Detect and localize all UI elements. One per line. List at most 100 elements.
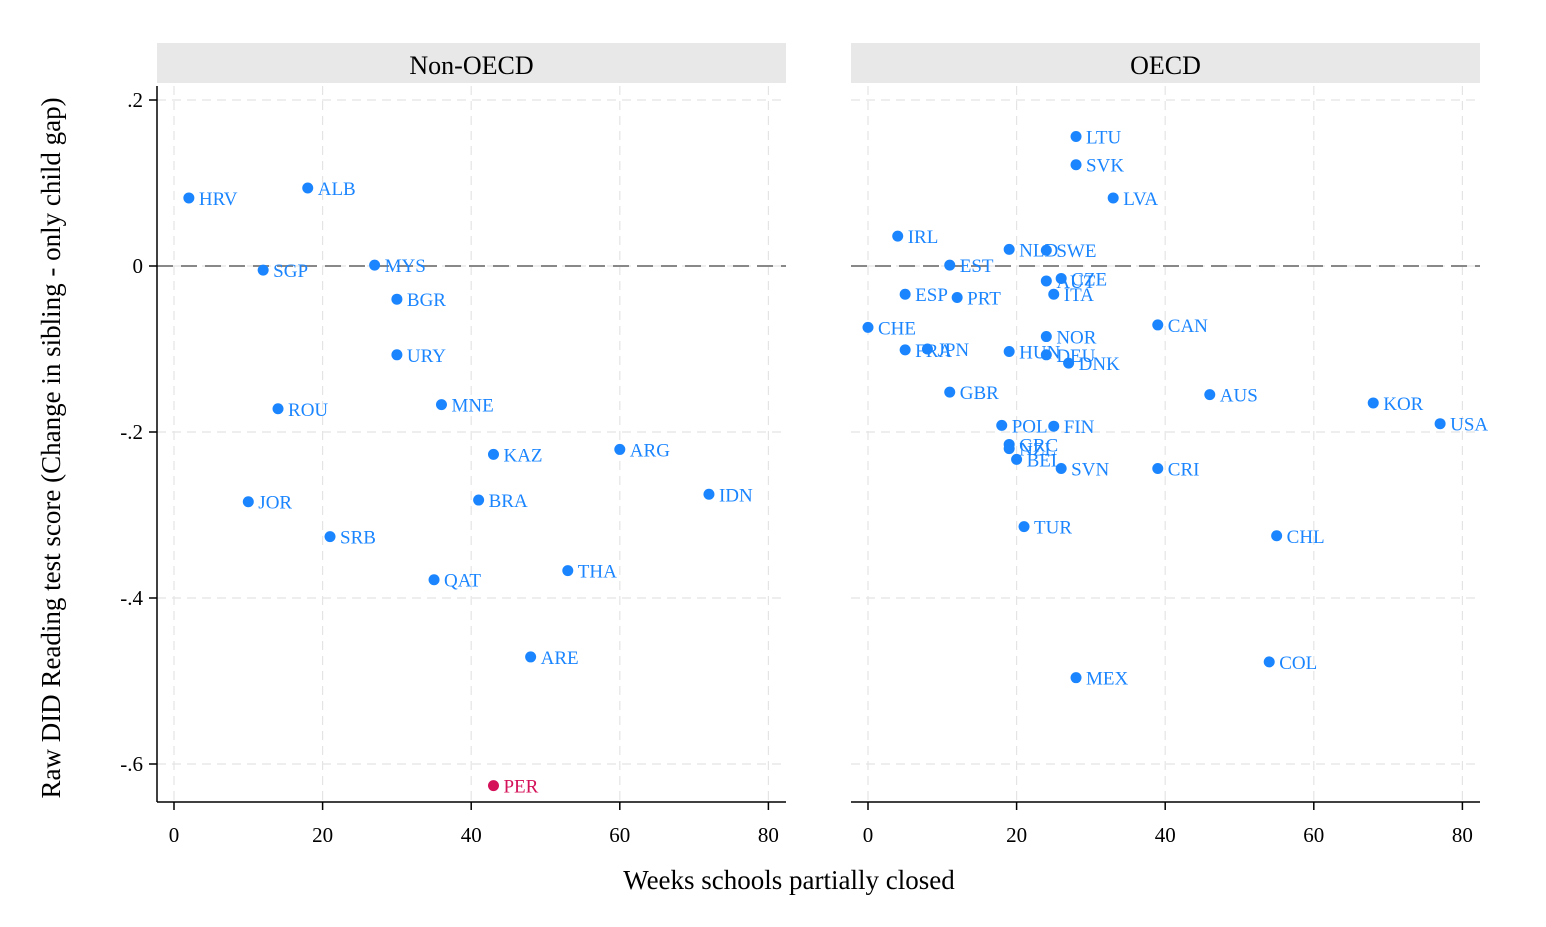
x-tick-label: 80 — [758, 823, 779, 847]
point-label-esp: ESP — [915, 285, 948, 306]
point-label-chl: CHL — [1287, 527, 1325, 548]
data-point-bel — [1011, 453, 1023, 465]
data-point-mys — [369, 259, 381, 271]
point-label-bel: BEL — [1027, 450, 1063, 471]
x-tick-label: 0 — [169, 823, 180, 847]
data-point-mne — [435, 399, 447, 411]
point-label-hrv: HRV — [199, 189, 238, 210]
data-point-deu — [1040, 349, 1052, 361]
strip-title: Non-OECD — [409, 51, 533, 80]
point-label-lva: LVA — [1123, 189, 1158, 210]
point-label-prt: PRT — [967, 289, 1001, 310]
data-point-fra — [899, 344, 911, 356]
data-point-ltu — [1070, 131, 1082, 143]
data-point-jpn — [921, 343, 933, 355]
data-point-alb — [302, 182, 314, 194]
data-point-ita — [1048, 288, 1060, 300]
point-label-arg: ARG — [630, 440, 670, 461]
data-point-kaz — [487, 448, 499, 460]
x-tick-label: 80 — [1452, 823, 1473, 847]
point-label-idn: IDN — [719, 485, 753, 506]
point-label-mne: MNE — [451, 396, 493, 417]
point-label-nld: NLD — [1019, 240, 1058, 261]
y-axis-title: Raw DID Reading test score (Change in si… — [36, 97, 66, 798]
point-label-mex: MEX — [1086, 669, 1129, 690]
point-label-irl: IRL — [908, 227, 939, 248]
data-point-tha — [562, 565, 574, 577]
data-point-irl — [892, 230, 904, 242]
point-label-fin: FIN — [1064, 417, 1095, 438]
y-tick-label: -.6 — [120, 752, 143, 776]
data-point-che — [862, 321, 874, 333]
point-label-che: CHE — [878, 318, 916, 339]
data-point-cze — [1055, 272, 1067, 284]
x-tick-label: 60 — [1303, 823, 1324, 847]
strip-title: OECD — [1130, 51, 1201, 80]
x-axis-title: Weeks schools partially closed — [623, 865, 955, 895]
point-label-rou: ROU — [288, 400, 328, 421]
data-point-lva — [1107, 192, 1119, 204]
data-point-gbr — [944, 386, 956, 398]
point-label-dnk: DNK — [1079, 354, 1120, 375]
y-tick-label: -.2 — [120, 420, 143, 444]
strip-header — [157, 43, 786, 83]
point-label-ury: URY — [407, 346, 446, 367]
data-point-fin — [1048, 420, 1060, 432]
data-point-aus — [1204, 389, 1216, 401]
point-label-can: CAN — [1168, 316, 1208, 337]
x-tick-label: 60 — [609, 823, 630, 847]
x-tick-label: 40 — [461, 823, 482, 847]
data-point-svn — [1055, 463, 1067, 475]
data-point-mex — [1070, 672, 1082, 684]
data-point-hrv — [183, 192, 195, 204]
data-point-dnk — [1063, 357, 1075, 369]
data-point-rou — [272, 403, 284, 415]
point-label-hun: HUN — [1019, 342, 1060, 363]
data-point-est — [944, 259, 956, 271]
point-label-col: COL — [1279, 653, 1317, 674]
data-point-aut — [1040, 275, 1052, 287]
data-point-bra — [473, 494, 485, 506]
point-label-srb: SRB — [340, 528, 376, 549]
data-point-ury — [391, 349, 403, 361]
point-label-usa: USA — [1450, 415, 1488, 436]
point-label-mys: MYS — [385, 256, 426, 277]
data-point-kor — [1367, 397, 1379, 409]
point-label-swe: SWE — [1056, 241, 1096, 262]
data-point-are — [525, 651, 537, 663]
point-label-cri: CRI — [1168, 460, 1200, 481]
point-label-nzl: NZL — [1019, 440, 1056, 461]
x-tick-label: 40 — [1155, 823, 1176, 847]
x-tick-label: 0 — [863, 823, 874, 847]
point-label-ita: ITA — [1064, 285, 1094, 306]
x-tick-label: 20 — [1006, 823, 1027, 847]
y-tick-label: .2 — [127, 88, 143, 112]
data-point-idn — [703, 488, 715, 500]
point-label-kaz: KAZ — [503, 445, 542, 466]
data-point-qat — [428, 574, 440, 586]
point-label-cze: CZE — [1071, 269, 1107, 290]
point-label-svk: SVK — [1086, 156, 1124, 177]
point-label-tha: THA — [578, 562, 617, 583]
point-label-jor: JOR — [258, 493, 292, 514]
point-label-pol: POL — [1012, 416, 1048, 437]
data-point-svk — [1070, 159, 1082, 171]
data-point-sgp — [257, 264, 269, 276]
data-point-hun — [1003, 345, 1015, 357]
data-point-chl — [1271, 530, 1283, 542]
data-point-nor — [1040, 331, 1052, 343]
data-point-pol — [996, 419, 1008, 431]
common-axes: Weeks schools partially closed Raw DID R… — [36, 97, 955, 895]
point-label-alb: ALB — [318, 179, 356, 200]
data-point-prt — [951, 292, 963, 304]
point-label-per: PER — [503, 777, 538, 798]
point-label-nor: NOR — [1056, 328, 1096, 349]
data-point-nzl — [1003, 443, 1015, 455]
data-point-tur — [1018, 521, 1030, 533]
point-label-svn: SVN — [1071, 460, 1109, 481]
point-label-sgp: SGP — [273, 261, 308, 282]
data-point-bgr — [391, 293, 403, 305]
point-label-ltu: LTU — [1086, 128, 1121, 149]
point-label-aut: AUT — [1056, 272, 1095, 293]
